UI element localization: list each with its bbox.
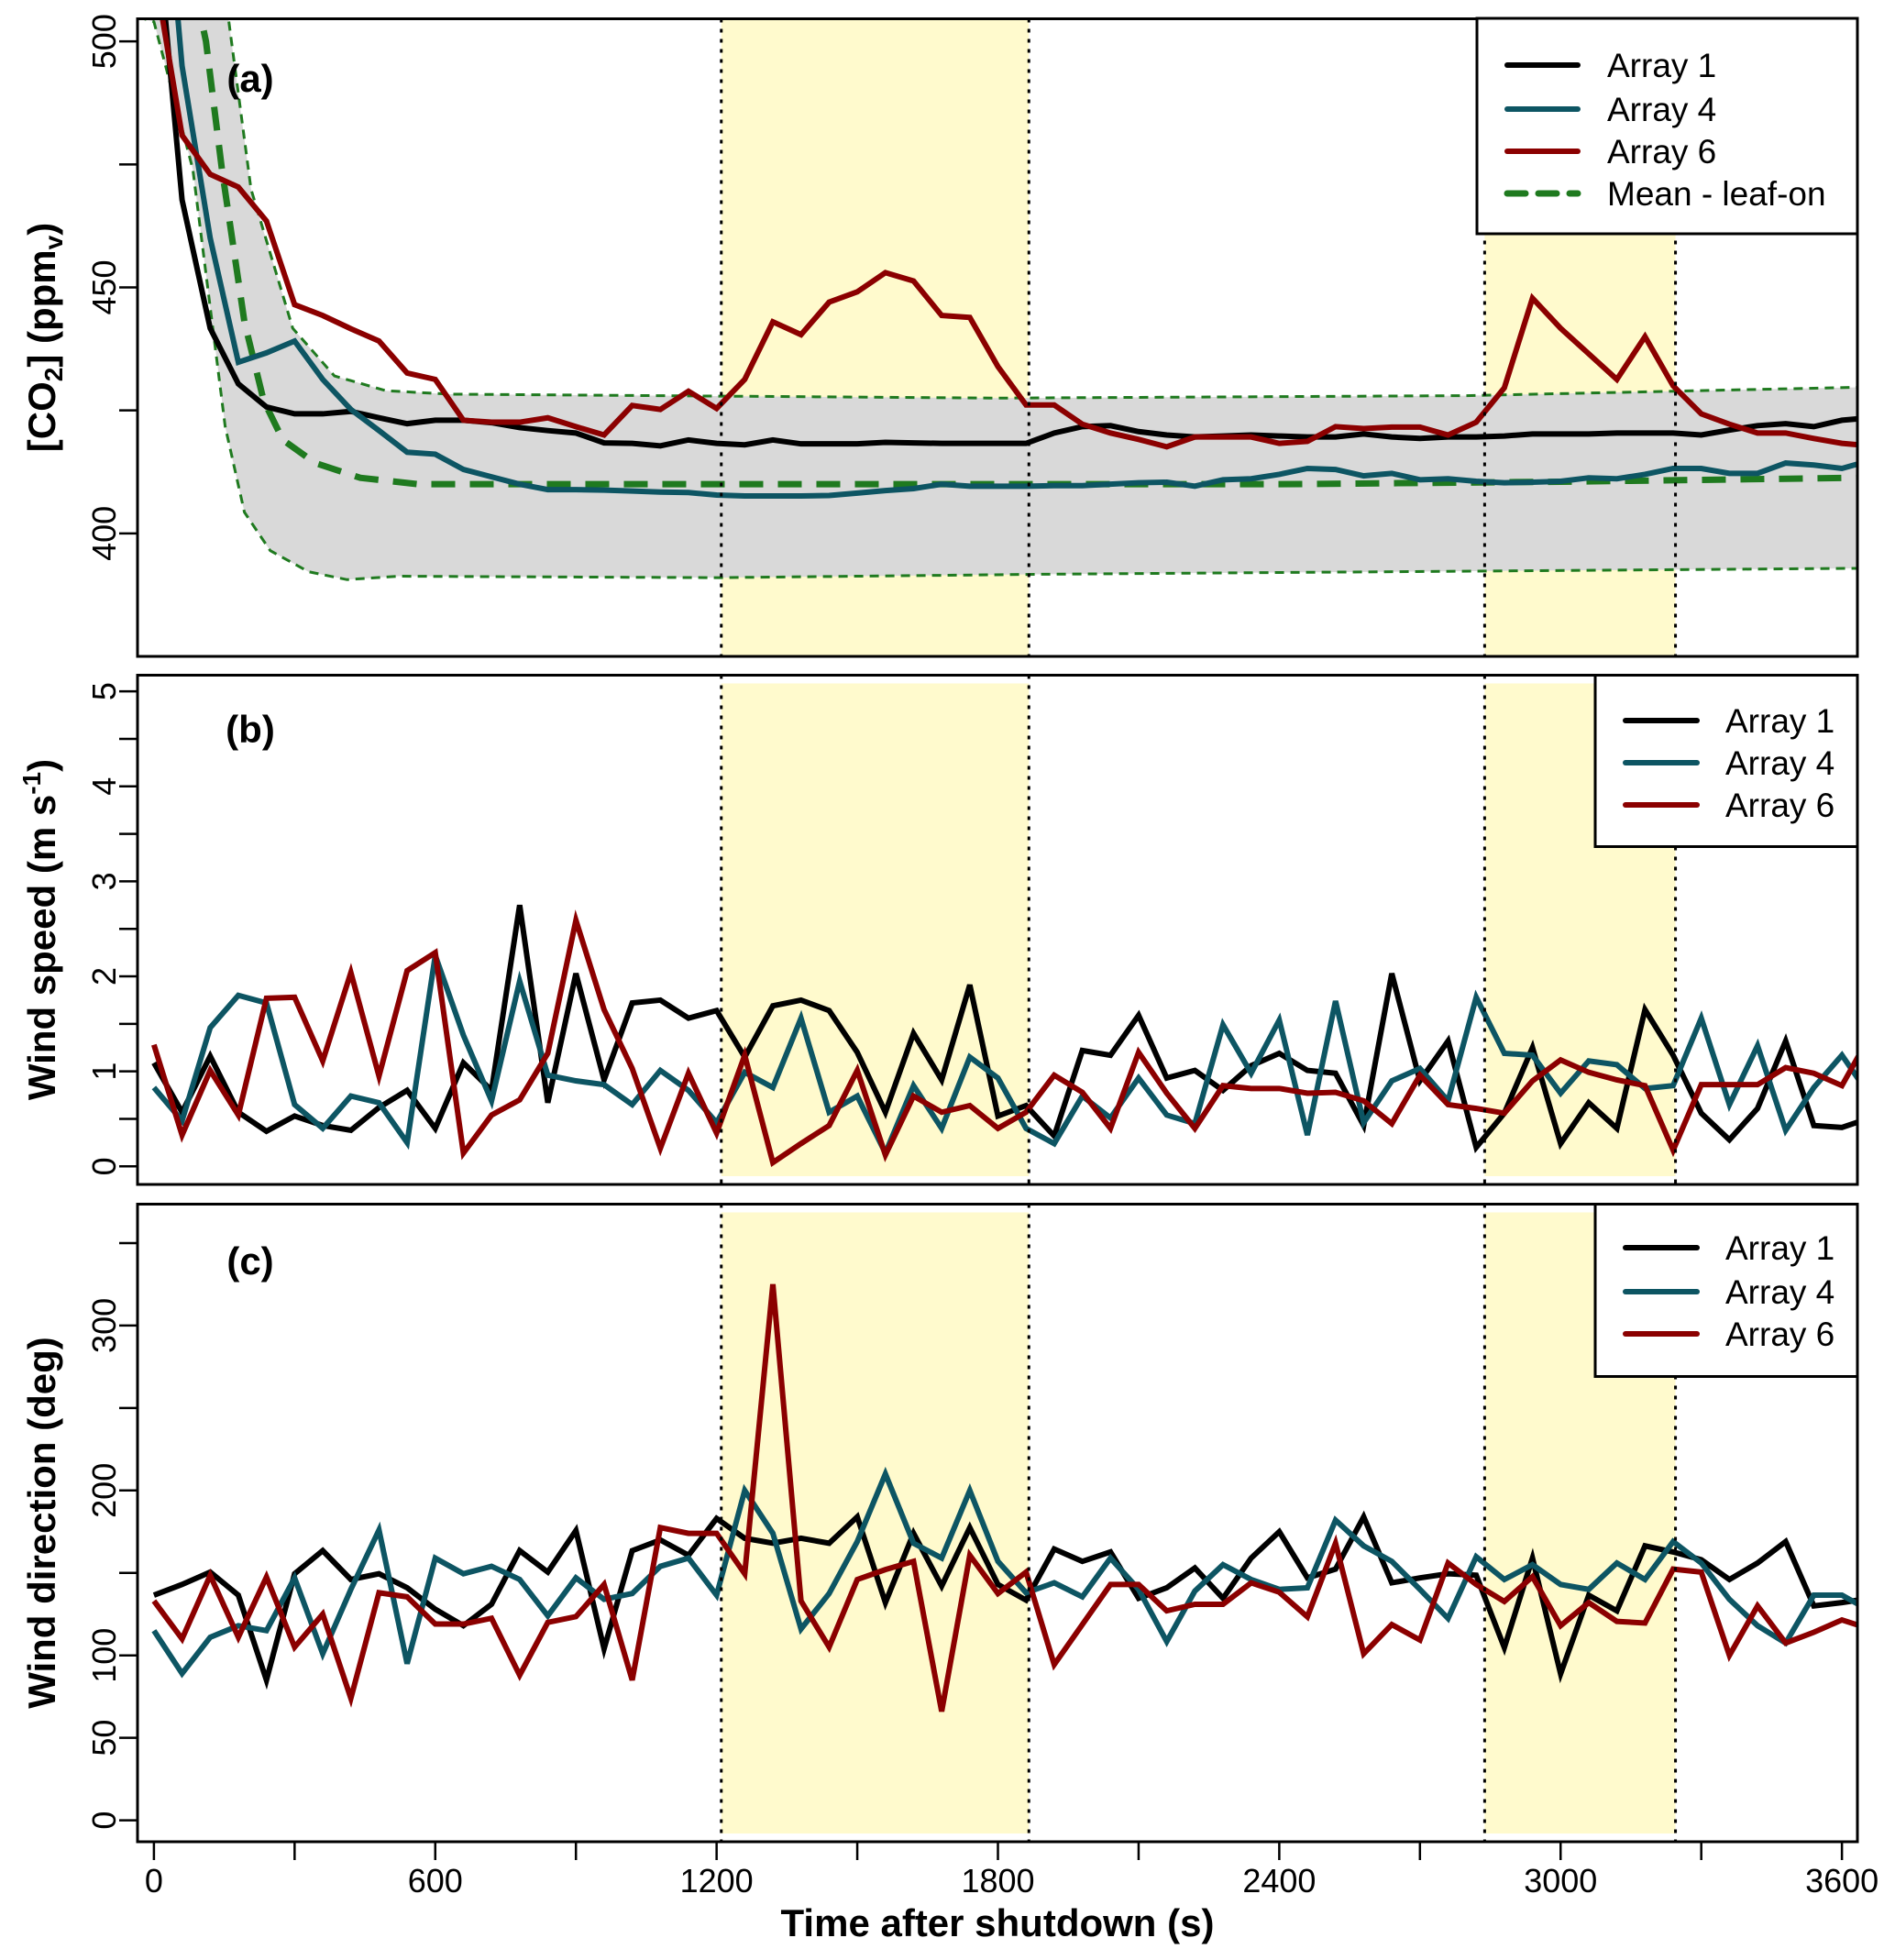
x-axis-title: Time after shutdown (s) bbox=[781, 1901, 1215, 1944]
legend-label: Array 6 bbox=[1607, 133, 1716, 171]
series-array-1 bbox=[162, 18, 1857, 449]
y-tick-label: 100 bbox=[85, 1628, 123, 1683]
series-array-1 bbox=[151, 904, 1857, 1154]
y-tick-label: 500 bbox=[85, 14, 123, 69]
series-array-4 bbox=[175, 18, 1857, 500]
legend-label: Array 6 bbox=[1725, 787, 1834, 824]
legend: Array 1 Array 4 Array 6 bbox=[1593, 674, 1859, 848]
highlight-band-1 bbox=[721, 683, 1030, 1176]
legend-label: Array 4 bbox=[1607, 91, 1716, 128]
y-axis-title-c: Wind direction (deg) bbox=[20, 1337, 63, 1709]
y-tick-label: 5 bbox=[85, 682, 123, 700]
plot-area bbox=[151, 1212, 1857, 1833]
y-tick-label: 0 bbox=[85, 1811, 123, 1830]
legend: Array 1 Array 4 Array 6 Mean - leaf-on bbox=[1475, 17, 1859, 236]
panel-label: (b) bbox=[226, 708, 275, 751]
y-tick-label: 300 bbox=[85, 1298, 123, 1353]
series-array-6 bbox=[151, 1283, 1857, 1712]
y-tick-label: 400 bbox=[85, 506, 123, 561]
plot-area bbox=[151, 683, 1857, 1176]
x-tick-label: 1800 bbox=[961, 1862, 1034, 1899]
legend-label: Array 1 bbox=[1725, 1229, 1834, 1267]
y-tick-label: 450 bbox=[85, 259, 123, 314]
x-tick-label: 3000 bbox=[1524, 1862, 1597, 1899]
x-tick-label: 3600 bbox=[1805, 1862, 1878, 1899]
legend-label: Array 6 bbox=[1725, 1316, 1834, 1353]
panel-a-co2: 400 450 500 (a) Array 1 Array 4 Array 6 Mean - … bbox=[85, 14, 1859, 658]
y-tick-label: 2 bbox=[85, 967, 123, 986]
legend-label: Array 1 bbox=[1725, 702, 1834, 740]
series-array-6 bbox=[160, 18, 1857, 450]
legend-label: Array 1 bbox=[1607, 47, 1716, 84]
legend-label: Array 4 bbox=[1725, 1273, 1834, 1311]
panel-label: (c) bbox=[226, 1239, 273, 1283]
series-array-6 bbox=[151, 909, 1857, 1168]
y-axis-title-b: Wind speed (m s-1) bbox=[17, 759, 63, 1100]
y-tick-label: 50 bbox=[85, 1720, 123, 1756]
legend: Array 1 Array 4 Array 6 bbox=[1593, 1203, 1859, 1378]
envelope-upper-line bbox=[226, 18, 1857, 400]
y-tick-label: 200 bbox=[85, 1463, 123, 1518]
y-tick-label: 4 bbox=[85, 777, 123, 796]
legend-box bbox=[1475, 17, 1859, 236]
x-tick-label: 1200 bbox=[680, 1862, 754, 1899]
x-tick-label: 0 bbox=[145, 1862, 163, 1899]
x-tick-label: 600 bbox=[408, 1862, 463, 1899]
y-axis-title-a: [CO2] (ppmv) bbox=[20, 223, 68, 452]
y-tick-label: 3 bbox=[85, 872, 123, 890]
y-tick-label: 1 bbox=[85, 1063, 123, 1081]
panel-b-wind-speed: 0 1 2 3 4 5 (b) Array 1 Array 4 Array 6 bbox=[85, 674, 1859, 1186]
x-tick-label: 2400 bbox=[1242, 1862, 1316, 1899]
legend-label: Array 4 bbox=[1725, 744, 1834, 782]
panel-label: (a) bbox=[226, 57, 273, 100]
series-array-4 bbox=[151, 1466, 1857, 1679]
plot-frame bbox=[136, 17, 1859, 658]
legend-label: Mean - leaf-on bbox=[1607, 175, 1826, 213]
y-tick-label: 0 bbox=[85, 1157, 123, 1175]
